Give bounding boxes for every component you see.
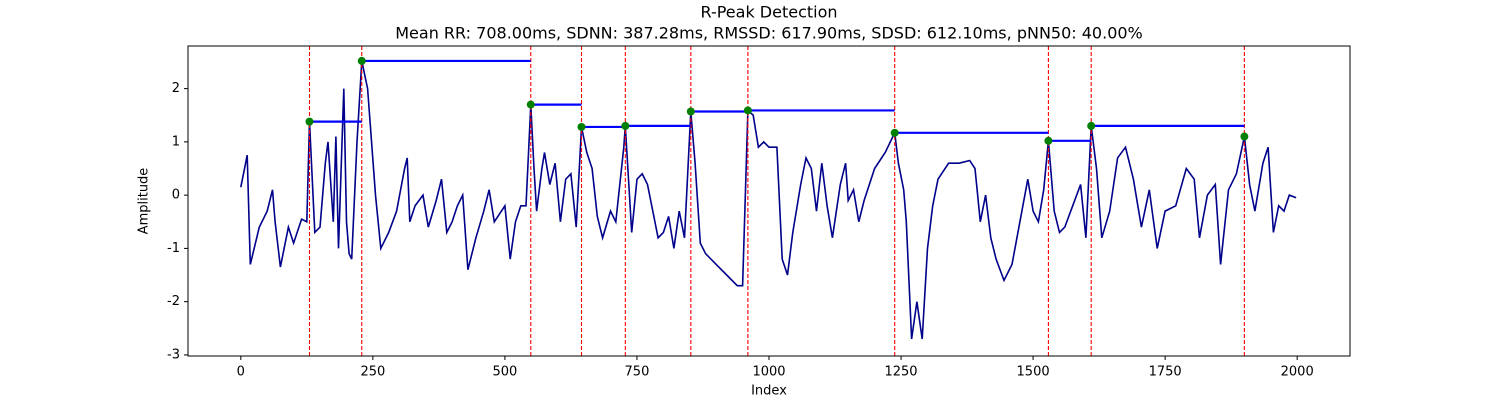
x-tick-label: 1250 [884, 365, 917, 380]
peak-marker [305, 117, 314, 126]
x-tick-label: 750 [625, 365, 650, 380]
x-tick-label: 0 [237, 365, 245, 380]
peak-marker [357, 56, 366, 65]
y-tick-label: -2 [167, 294, 180, 309]
peak-marker [890, 128, 899, 137]
x-tick-label: 1750 [1149, 365, 1182, 380]
x-tick-label: 1500 [1017, 365, 1050, 380]
y-tick-label: -3 [167, 347, 180, 362]
x-tick-label: 500 [492, 365, 517, 380]
signal-line [240, 60, 1297, 340]
y-tick-label: 2 [172, 81, 180, 96]
peak-marker [526, 100, 535, 109]
peak-marker [1087, 121, 1096, 130]
y-tick-label: 0 [172, 188, 180, 203]
peak-marker [1044, 136, 1053, 145]
y-tick-label: -1 [167, 241, 180, 256]
x-axis-label: Index [751, 384, 787, 399]
plot-frame [187, 45, 1351, 357]
chart-title: R-Peak Detection [700, 3, 837, 22]
peak-marker [621, 121, 630, 130]
peak-marker [577, 122, 586, 131]
chart-subtitle: Mean RR: 708.00ms, SDNN: 387.28ms, RMSSD… [395, 24, 1143, 43]
peak-marker [686, 107, 695, 116]
peak-marker [743, 106, 752, 115]
x-tick-label: 1000 [752, 365, 785, 380]
y-tick-label: 1 [172, 134, 180, 149]
y-axis-label: Amplitude [137, 168, 152, 235]
x-tick-label: 250 [360, 365, 385, 380]
peak-marker [1240, 132, 1249, 141]
x-tick-label: 2000 [1281, 365, 1314, 380]
